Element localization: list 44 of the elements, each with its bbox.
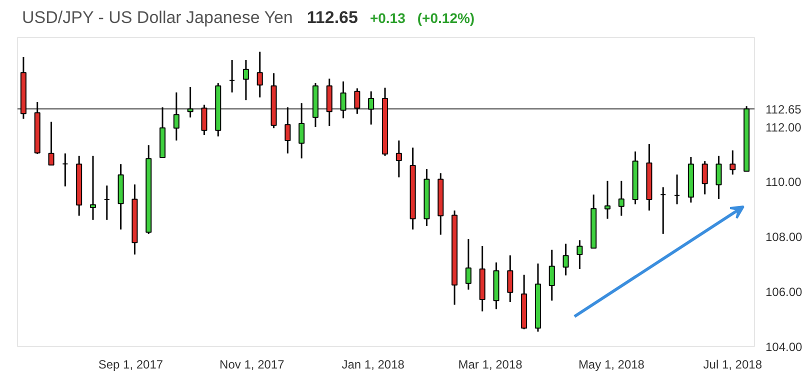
text: (+0.12%)	[417, 10, 475, 26]
candlestick	[368, 90, 374, 126]
y-tick-label: 104.00	[766, 340, 803, 354]
candlestick	[173, 92, 180, 142]
text: 112.65	[306, 8, 358, 27]
y-tick-label: 112.00	[766, 120, 802, 134]
candlestick	[660, 186, 666, 235]
candlestick	[242, 59, 249, 101]
x-tick-label: May 1, 2018	[578, 358, 645, 372]
candlestick	[48, 121, 54, 166]
ref-line-label: 112.65	[766, 102, 802, 116]
candlestick	[284, 106, 291, 154]
candlestick	[62, 152, 68, 188]
candlestick	[187, 86, 194, 118]
x-tick-label: Mar 1, 2018	[458, 358, 523, 372]
candlestick	[716, 155, 722, 200]
candlestick	[674, 174, 680, 205]
candlestick	[104, 184, 110, 221]
x-tick-label: Jan 1, 2018	[342, 358, 405, 372]
candlestick	[702, 160, 708, 196]
candlestick	[562, 243, 569, 276]
candlestick	[548, 249, 555, 302]
candlestick	[90, 155, 96, 221]
text: +0.13	[370, 10, 406, 26]
chart-title: USD/JPY - US Dollar Japanese Yen	[22, 8, 293, 27]
candlestick	[730, 150, 736, 176]
candlestick	[576, 239, 583, 270]
candlestick	[604, 180, 610, 220]
y-tick-label: 106.00	[766, 285, 803, 300]
candlestick	[340, 80, 346, 119]
x-tick-label: Nov 1, 2017	[220, 358, 285, 372]
y-tick-label: 108.00	[766, 230, 803, 244]
candlestick	[465, 238, 472, 290]
y-tick-label: 110.00	[766, 175, 802, 190]
candlestick	[256, 51, 263, 98]
candlestick	[618, 180, 624, 217]
candlestick	[201, 104, 208, 136]
candlestick	[507, 254, 514, 303]
candlestick	[298, 102, 305, 160]
x-tick-label: Sep 1, 2017	[98, 358, 164, 372]
candlestick	[396, 140, 402, 178]
x-tick-label: Jul 1, 2018	[703, 358, 762, 372]
candlestick	[354, 88, 360, 115]
candlestick	[229, 59, 236, 94]
